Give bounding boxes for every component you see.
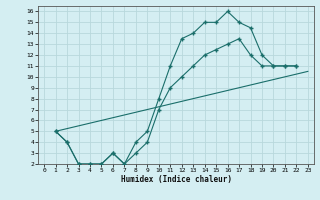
X-axis label: Humidex (Indice chaleur): Humidex (Indice chaleur) xyxy=(121,175,231,184)
